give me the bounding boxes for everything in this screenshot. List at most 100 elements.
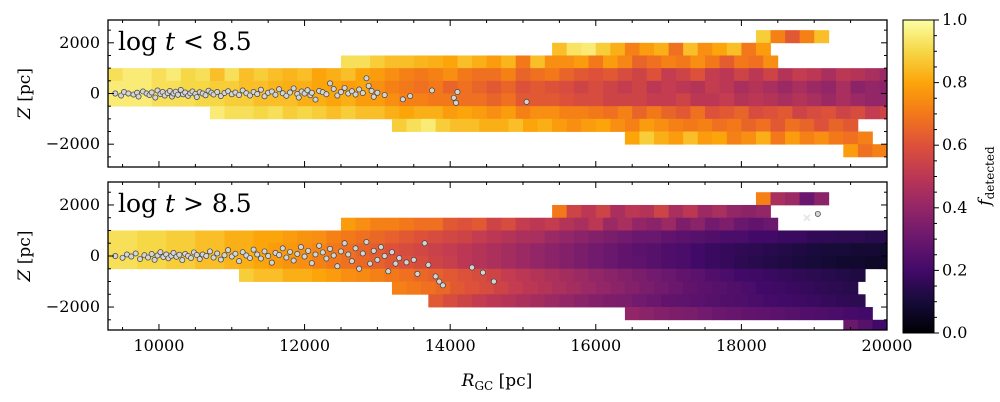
heatmap-cell (755, 281, 771, 295)
star-marker (370, 247, 377, 254)
heatmap-cell (806, 80, 822, 94)
star-marker (341, 240, 348, 247)
heatmap-cell (428, 243, 444, 257)
colorbar-ticks: 0.0 0.2 0.4 0.6 0.8 1.0 (934, 10, 967, 342)
heatmap-cell (770, 118, 786, 132)
heatmap-cell (865, 230, 881, 244)
heatmap-cell (340, 243, 356, 257)
heatmap-cell (763, 243, 779, 257)
heatmap-cell (734, 55, 750, 69)
heatmap-cell (646, 68, 662, 82)
heatmap-cell (617, 256, 633, 270)
heatmap-cell (675, 243, 691, 257)
heatmap-cell (785, 307, 801, 321)
heatmap-cell (734, 80, 750, 94)
heatmap-cell (865, 68, 881, 82)
star-marker (341, 84, 348, 91)
heatmap-cell (108, 256, 123, 270)
heatmap-cell (311, 230, 327, 244)
heatmap-cell (879, 68, 887, 82)
heatmap-cell (785, 192, 801, 206)
heatmap-cell (180, 230, 196, 244)
heatmap-cell (661, 68, 677, 82)
heatmap-cell (734, 268, 750, 282)
heatmap-cell (472, 256, 487, 270)
heatmap-cell (646, 230, 662, 244)
heatmap-cell (683, 131, 699, 145)
heatmap-cell (399, 243, 415, 257)
star-marker (381, 253, 388, 259)
panel-young: 2000 0 −2000 log t < 8.5 Z [pc] (15, 19, 888, 168)
heatmap-cell (428, 230, 444, 244)
heatmap-cell (872, 144, 887, 158)
heatmap-cell (588, 68, 604, 82)
heatmap-cell (472, 68, 487, 82)
heatmap-cell (588, 294, 604, 308)
heatmap-cell (690, 68, 706, 82)
heatmap-cell (704, 106, 720, 120)
heatmap-cell (413, 80, 429, 94)
heatmap-cell (282, 106, 298, 120)
heatmap-cell (282, 230, 298, 244)
star-marker (327, 245, 334, 252)
heatmap-cell (777, 106, 793, 120)
heatmap-cell (850, 230, 866, 244)
heatmap-cell (530, 256, 546, 270)
heatmap-cell (413, 106, 429, 120)
heatmap-cell (340, 217, 356, 231)
star-marker (490, 278, 497, 285)
heatmap-cell (530, 243, 546, 257)
heatmap-cell (311, 68, 327, 82)
star-marker (330, 85, 337, 92)
star-marker (152, 94, 159, 101)
heatmap-cell (355, 93, 371, 107)
heatmap-cell (726, 131, 742, 145)
heatmap-cell (559, 230, 575, 244)
heatmap-cell (573, 68, 589, 82)
star-marker (214, 250, 221, 257)
heatmap-cell (595, 118, 611, 132)
heatmap-cell (821, 256, 837, 270)
heatmap-cell (777, 68, 793, 82)
heatmap-cell (799, 281, 815, 295)
star-marker (410, 256, 417, 263)
heatmap-cell (661, 243, 677, 257)
heatmap-cell (836, 93, 851, 107)
heatmap-cell (573, 256, 589, 270)
star-marker (308, 89, 315, 96)
heatmap-cell (836, 230, 851, 244)
heatmap-cell (479, 118, 495, 132)
heatmap-cell (406, 118, 422, 132)
star-marker (368, 88, 375, 94)
heatmap-cell (209, 230, 225, 244)
heatmap-cell (719, 217, 735, 231)
heatmap-cell (486, 68, 502, 82)
heatmap-cell (442, 268, 458, 282)
star-marker (254, 91, 261, 97)
heatmap-cell (268, 106, 284, 120)
heatmap-cell (661, 256, 677, 270)
heatmap-cell (690, 268, 706, 282)
heatmap-cell (734, 106, 750, 120)
heatmap-cell (268, 68, 284, 82)
colorbar-label: fdetected (975, 146, 997, 208)
x-tick-label: 18000 (716, 336, 767, 355)
star-marker (257, 255, 264, 262)
star-marker (250, 246, 257, 253)
heatmap-cell (675, 106, 691, 120)
star-marker (450, 94, 457, 101)
heatmap-cell (646, 256, 662, 270)
heatmap-cell (719, 68, 735, 82)
heatmap-cell (719, 106, 735, 120)
heatmap-cell (661, 294, 677, 308)
star-marker (196, 256, 203, 263)
heatmap-cell (311, 106, 327, 120)
colorbar-gradient (902, 19, 935, 334)
heatmap-cell (486, 55, 502, 69)
heatmap-cell (836, 268, 851, 282)
heatmap-cell (646, 268, 662, 282)
colorbar: 0.0 0.2 0.4 0.6 0.8 1.0 fdetected (902, 10, 997, 342)
heatmap-cell (755, 131, 771, 145)
heatmap-cell (340, 268, 356, 282)
heatmap-cell (661, 268, 677, 282)
